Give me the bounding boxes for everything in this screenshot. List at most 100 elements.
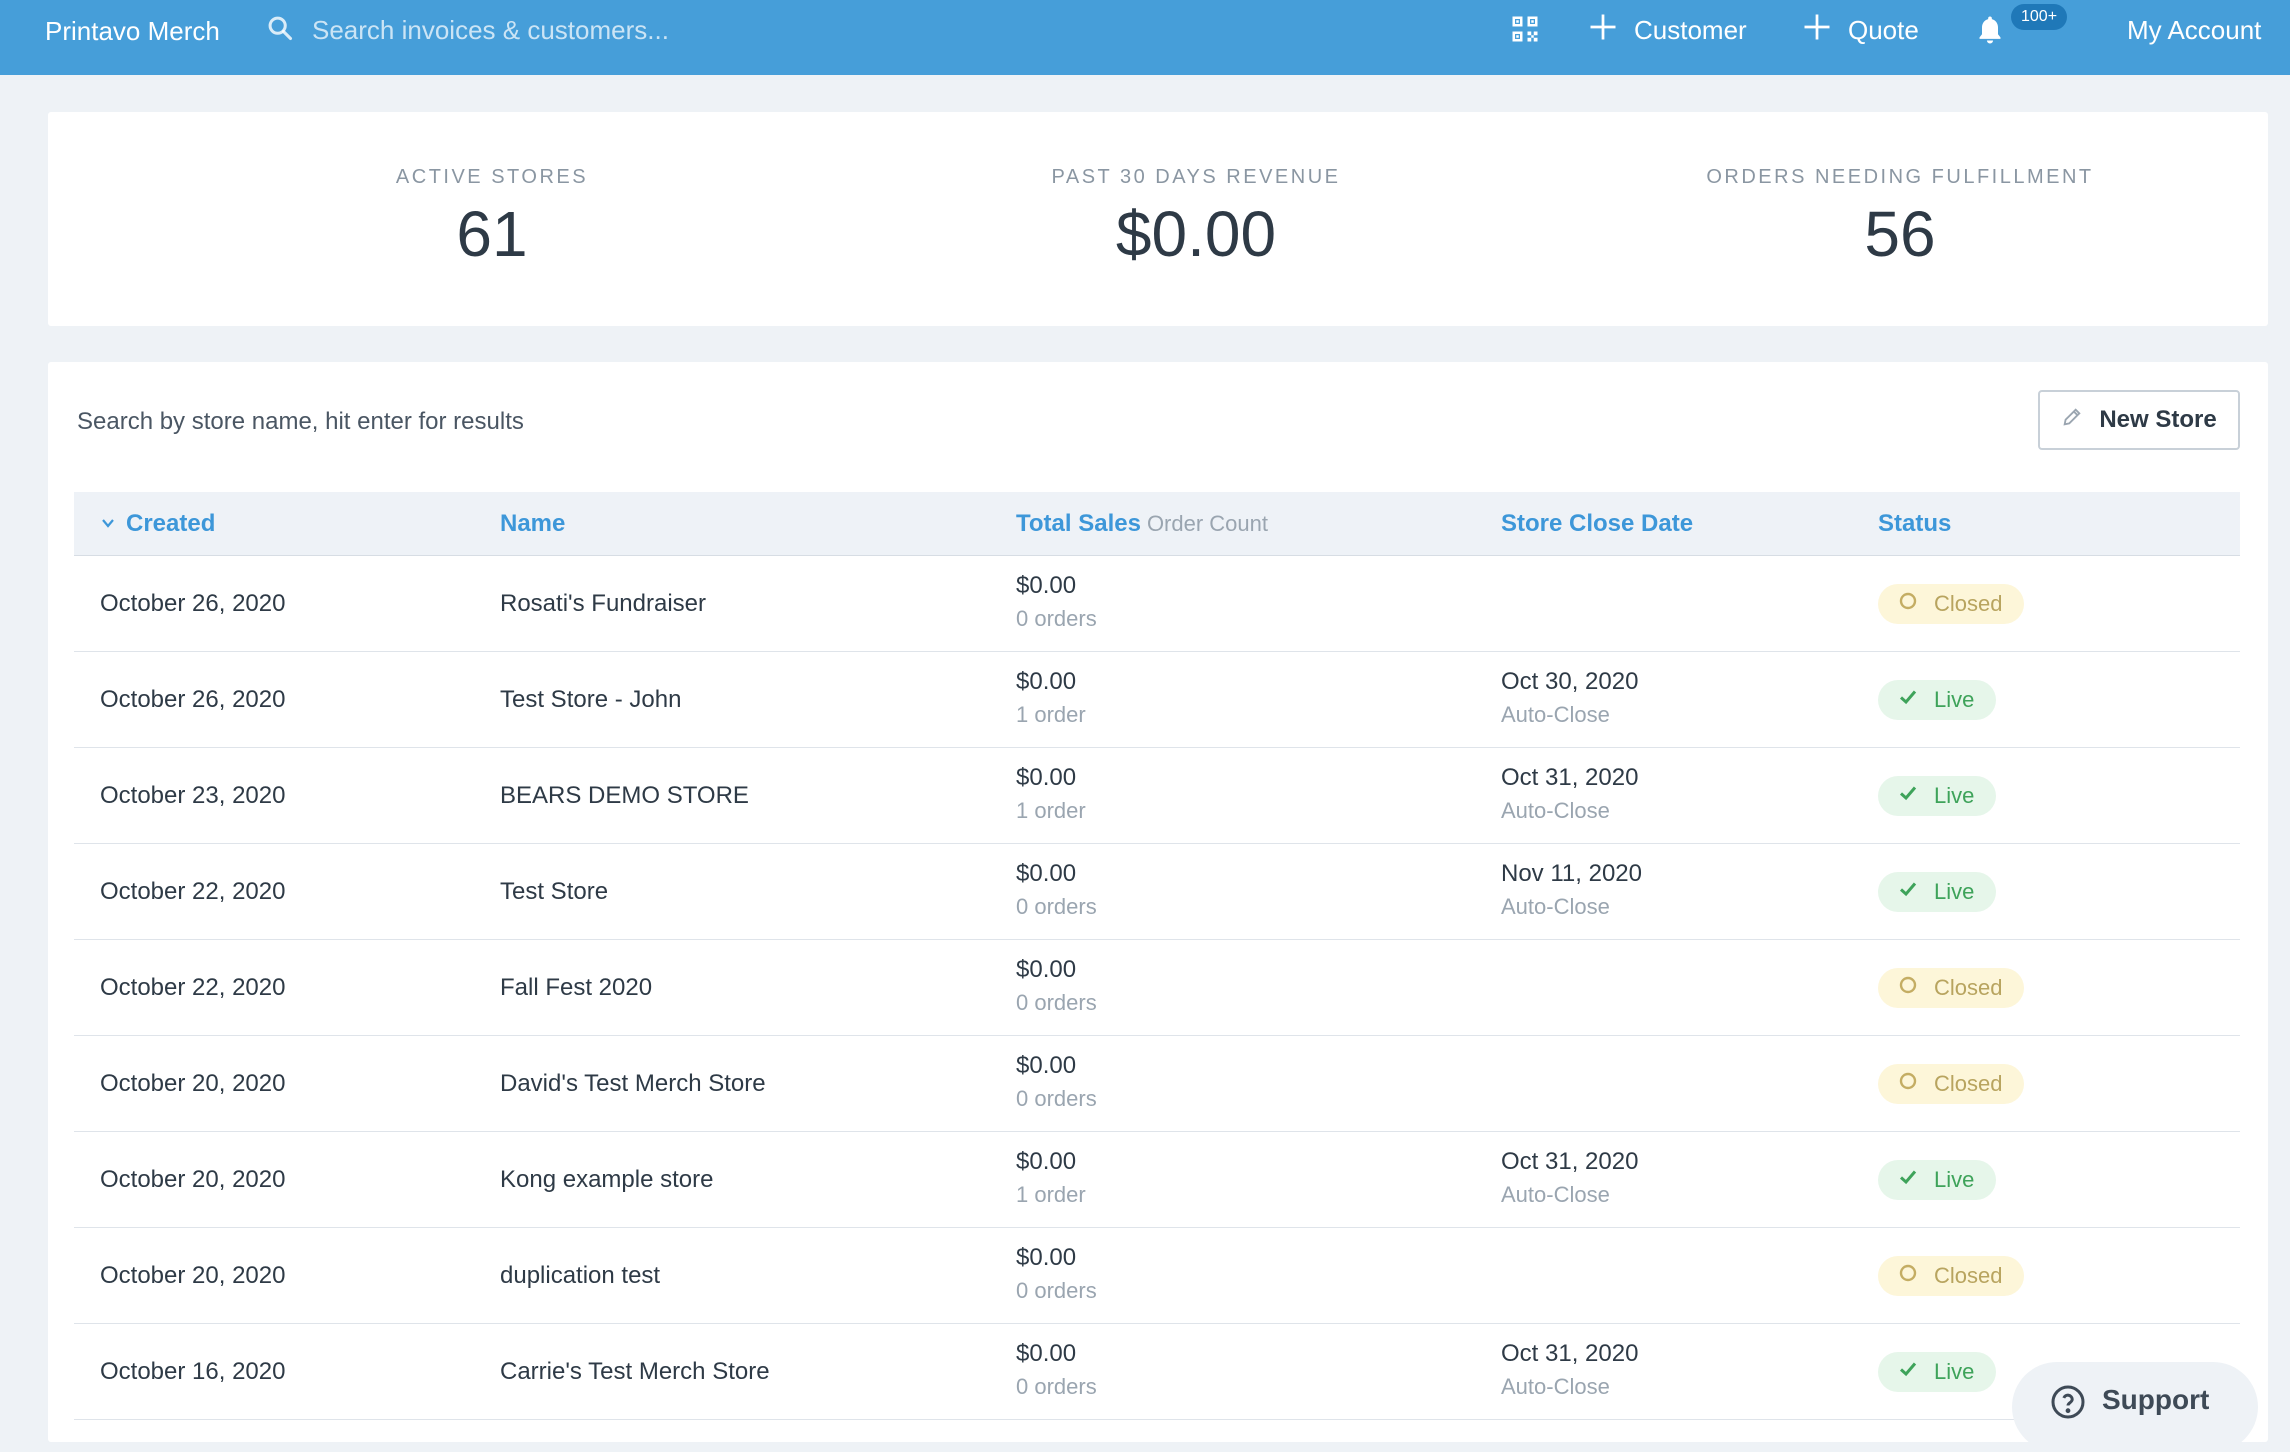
status-badge: Closed — [1878, 968, 2025, 1008]
store-close-date: Oct 31, 2020 Auto-Close — [1501, 764, 1638, 824]
stat-orders-fulfillment: ORDERS NEEDING FULFILLMENT 56 — [1700, 112, 2100, 269]
store-name[interactable]: David's Test Merch Store — [500, 1070, 766, 1097]
status-badge: Live — [1878, 1352, 1997, 1392]
circle-icon — [1898, 1071, 1934, 1097]
store-name[interactable]: Rosati's Fundraiser — [500, 590, 706, 617]
add-quote-button[interactable]: Quote — [1802, 12, 1919, 48]
support-label: Support — [2102, 1384, 2210, 1415]
status-label: Closed — [1934, 1263, 2003, 1288]
global-search — [266, 12, 872, 48]
stat-value: 56 — [1864, 198, 1936, 270]
close-note: Auto-Close — [1501, 1374, 1610, 1399]
store-name[interactable]: Test Store — [500, 878, 609, 905]
add-customer-button[interactable]: Customer — [1588, 12, 1747, 48]
store-name[interactable]: BEARS DEMO STORE — [500, 782, 749, 809]
check-icon — [1898, 783, 1934, 809]
stat-label: ACTIVE STORES — [395, 166, 589, 188]
created-date: October 26, 2020 — [100, 590, 286, 617]
table-row[interactable]: October 20, 2020 Kong example store $0.0… — [74, 1132, 2240, 1228]
store-name[interactable]: Fall Fest 2020 — [500, 974, 653, 1001]
sales-amount: $0.00 — [1016, 668, 1077, 695]
column-name[interactable]: Name — [500, 510, 566, 537]
support-button[interactable]: Support — [2012, 1362, 2258, 1452]
table-row[interactable]: October 16, 2020 Carrie's Test Merch Sto… — [74, 1324, 2240, 1420]
order-count: 1 order — [1016, 798, 1086, 823]
stat-label: ORDERS NEEDING FULFILLMENT — [1706, 166, 2094, 188]
stat-value: 61 — [456, 198, 528, 270]
circle-icon — [1898, 1263, 1934, 1289]
my-account-link[interactable]: My Account — [2127, 15, 2262, 45]
sales-amount: $0.00 — [1016, 956, 1077, 983]
column-created-label: Created — [126, 510, 216, 537]
close-date: Oct 31, 2020 — [1501, 1340, 1639, 1367]
qr-code-icon[interactable] — [1510, 14, 1540, 44]
total-sales: $0.00 1 order — [1016, 764, 1086, 824]
new-store-label: New Store — [2099, 406, 2217, 433]
created-date: October 22, 2020 — [100, 974, 286, 1001]
table-row[interactable]: October 22, 2020 Fall Fest 2020 $0.00 0 … — [74, 940, 2240, 1036]
table-header: Created Name Total Sales Order Count Stor… — [74, 492, 2240, 556]
status-badge: Closed — [1878, 1256, 2025, 1296]
order-count: 0 orders — [1016, 894, 1097, 919]
store-name[interactable]: Test Store - John — [500, 686, 682, 713]
column-status[interactable]: Status — [1878, 510, 1952, 537]
check-icon — [1898, 879, 1934, 905]
brand-logo[interactable]: Printavo Merch — [45, 16, 220, 46]
circle-icon — [1898, 975, 1934, 1001]
column-close-date[interactable]: Store Close Date — [1501, 510, 1694, 537]
top-navbar: Printavo Merch Customer Quote 100+ My Ac… — [0, 0, 2290, 75]
stores-table-body: October 26, 2020 Rosati's Fundraiser $0.… — [74, 556, 2240, 1420]
sales-amount: $0.00 — [1016, 860, 1077, 887]
store-close-date: Oct 30, 2020 Auto-Close — [1501, 668, 1638, 728]
status-badge: Live — [1878, 680, 1997, 720]
search-input[interactable] — [312, 12, 872, 48]
store-name[interactable]: Carrie's Test Merch Store — [500, 1358, 770, 1385]
status-label: Live — [1934, 783, 1975, 808]
status-label: Closed — [1934, 975, 2003, 1000]
table-row[interactable]: October 22, 2020 Test Store $0.00 0 orde… — [74, 844, 2240, 940]
sales-amount: $0.00 — [1016, 1244, 1077, 1271]
total-sales: $0.00 0 orders — [1016, 1052, 1097, 1112]
plus-icon — [1802, 12, 1848, 49]
total-sales: $0.00 0 orders — [1016, 572, 1097, 632]
stores-panel: New Store Created Name Total SalesOrder … — [48, 362, 2268, 1442]
table-row[interactable]: October 26, 2020 Test Store - John $0.00… — [74, 652, 2240, 748]
created-date: October 26, 2020 — [100, 686, 286, 713]
close-date: Nov 11, 2020 — [1501, 860, 1642, 887]
column-created[interactable]: Created — [100, 492, 215, 556]
bell-icon[interactable] — [1975, 14, 2005, 46]
status-label: Closed — [1934, 1071, 2003, 1096]
table-row[interactable]: October 20, 2020 duplication test $0.00 … — [74, 1228, 2240, 1324]
order-count: 1 order — [1016, 702, 1086, 727]
new-store-button[interactable]: New Store — [2038, 390, 2240, 450]
close-note: Auto-Close — [1501, 702, 1610, 727]
close-date: Oct 31, 2020 — [1501, 764, 1639, 791]
total-sales: $0.00 0 orders — [1016, 1244, 1097, 1304]
table-row[interactable]: October 20, 2020 David's Test Merch Stor… — [74, 1036, 2240, 1132]
order-count: 0 orders — [1016, 990, 1097, 1015]
store-name[interactable]: duplication test — [500, 1262, 661, 1289]
created-date: October 20, 2020 — [100, 1262, 286, 1289]
created-date: October 20, 2020 — [100, 1166, 286, 1193]
sales-amount: $0.00 — [1016, 572, 1077, 599]
table-row[interactable]: October 23, 2020 BEARS DEMO STORE $0.00 … — [74, 748, 2240, 844]
check-icon — [1898, 1359, 1934, 1385]
order-count: 0 orders — [1016, 606, 1097, 631]
column-order-count-label: Order Count — [1146, 511, 1268, 536]
status-label: Live — [1934, 1359, 1975, 1384]
plus-icon — [1588, 12, 1634, 49]
close-date: Oct 31, 2020 — [1501, 1148, 1639, 1175]
store-search-input[interactable] — [77, 402, 977, 442]
store-name[interactable]: Kong example store — [500, 1166, 714, 1193]
total-sales: $0.00 0 orders — [1016, 860, 1097, 920]
table-row[interactable]: October 26, 2020 Rosati's Fundraiser $0.… — [74, 556, 2240, 652]
add-quote-label: Quote — [1848, 14, 1919, 45]
created-date: October 20, 2020 — [100, 1070, 286, 1097]
column-total-sales[interactable]: Total Sales Order Count — [1016, 492, 1268, 556]
total-sales: $0.00 0 orders — [1016, 956, 1097, 1016]
close-note: Auto-Close — [1501, 798, 1610, 823]
order-count: 0 orders — [1016, 1086, 1097, 1111]
notification-badge: 100+ — [2011, 4, 2068, 30]
pencil-icon — [2061, 406, 2099, 435]
created-date: October 16, 2020 — [100, 1358, 286, 1385]
